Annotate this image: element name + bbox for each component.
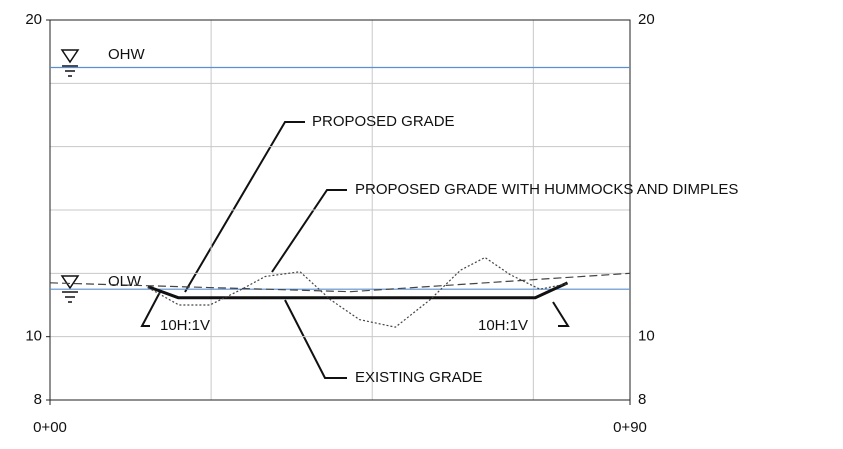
leaders [140, 121, 570, 379]
y2-tick-label: 8 [638, 391, 646, 408]
leader [271, 189, 347, 273]
series-label: OHW [108, 46, 146, 63]
water-symbols [60, 49, 80, 303]
plot-frame [49, 19, 631, 401]
series-line [49, 272, 631, 293]
series-line [147, 256, 568, 328]
x-tick-label: 0+00 [33, 419, 67, 436]
series-label: OLW [108, 273, 142, 290]
y-tick-label: 20 [25, 11, 42, 28]
annotation: 10H:1V [160, 317, 210, 334]
leader [284, 299, 347, 379]
y-tick-label: 8 [34, 391, 42, 408]
annotation: 10H:1V [478, 317, 528, 334]
leader [184, 121, 305, 293]
leader [140, 291, 161, 327]
y2-tick-label: 20 [638, 11, 655, 28]
y-tick-label: 10 [25, 328, 42, 345]
series-label: EXISTING GRADE [355, 369, 483, 386]
water-symbol [60, 275, 80, 303]
water-symbol [60, 49, 80, 77]
leader [552, 301, 570, 327]
x-tick-label: 0+90 [613, 419, 647, 436]
series-label: PROPOSED GRADE [312, 113, 455, 130]
series-label: PROPOSED GRADE WITH HUMMOCKS AND DIMPLES [355, 181, 738, 198]
series-line [147, 281, 569, 300]
y2-tick-label: 10 [638, 328, 655, 345]
